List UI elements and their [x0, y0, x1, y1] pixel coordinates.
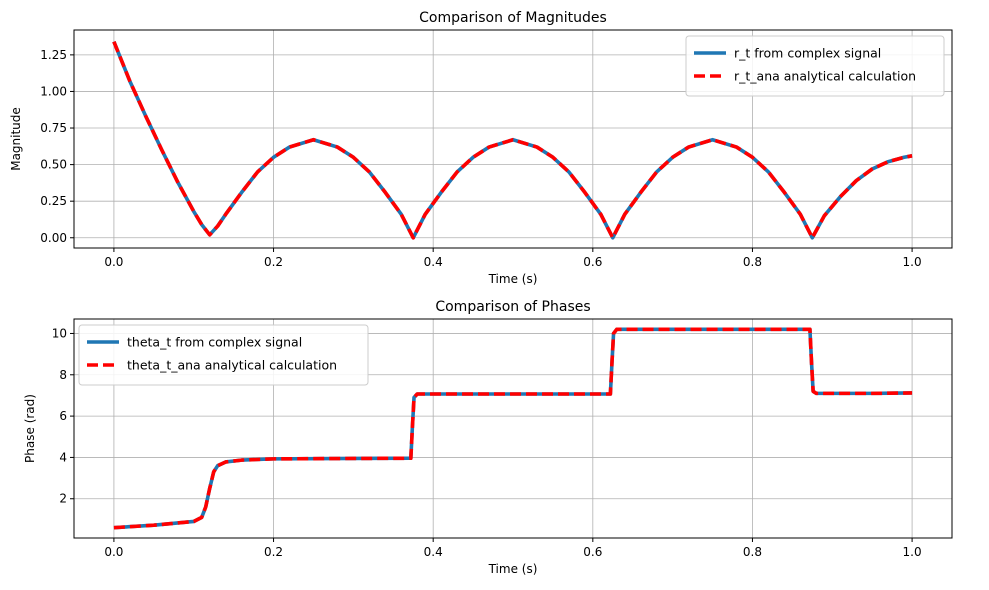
y-tick-label: 1.25: [40, 48, 67, 62]
x-tick-label: 0.6: [583, 545, 602, 559]
y-axis-label: Phase (rad): [23, 394, 37, 463]
chart-title: Comparison of Magnitudes: [419, 10, 607, 26]
legend-label: r_t from complex signal: [734, 46, 881, 61]
x-tick-label: 1.0: [903, 545, 922, 559]
x-tick-label: 0.2: [264, 255, 283, 269]
y-tick-label: 8: [59, 368, 67, 382]
legend-label: theta_t from complex signal: [127, 335, 302, 350]
x-tick-label: 0.4: [424, 255, 443, 269]
chart-panel-1: 0.0 0.2 0.4 0.6 0.8 1.0 0.00 0.25 0.50 0.75 1.00 1.…: [9, 10, 952, 286]
x-tick-label: 0.0: [104, 255, 123, 269]
x-tick-label: 0.4: [424, 545, 443, 559]
y-tick-label: 2: [59, 492, 67, 506]
y-tick-label: 10: [52, 326, 67, 340]
y-tick-label: 0.75: [40, 121, 67, 135]
y-tick-label: 1.00: [40, 84, 67, 98]
x-tick-label: 0.8: [743, 255, 762, 269]
y-tick-label: 0.00: [40, 231, 67, 245]
legend-label: theta_t_ana analytical calculation: [127, 358, 337, 373]
y-tick-label: 6: [59, 409, 67, 423]
legend: r_t from complex signal r_t_ana analytica…: [686, 36, 944, 96]
x-tick-label: 0.2: [264, 545, 283, 559]
x-tick-label: 0.0: [104, 545, 123, 559]
chart-title: Comparison of Phases: [435, 299, 590, 315]
legend-label: r_t_ana analytical calculation: [734, 69, 916, 84]
x-tick-label: 0.8: [743, 545, 762, 559]
y-tick-label: 4: [59, 450, 67, 464]
y-axis-label: Magnitude: [9, 107, 23, 171]
y-tick-label: 0.25: [40, 194, 67, 208]
x-tick-label: 0.6: [583, 255, 602, 269]
x-axis-label: Time (s): [488, 272, 538, 286]
x-axis-label: Time (s): [488, 562, 538, 576]
y-tick-label: 0.50: [40, 158, 67, 172]
chart-panel-2: 0.0 0.2 0.4 0.6 0.8 1.0 2 4 6 8 10 Comparison of Ph…: [23, 299, 952, 576]
legend: theta_t from complex signal theta_t_ana a…: [79, 325, 368, 385]
x-tick-label: 1.0: [903, 255, 922, 269]
